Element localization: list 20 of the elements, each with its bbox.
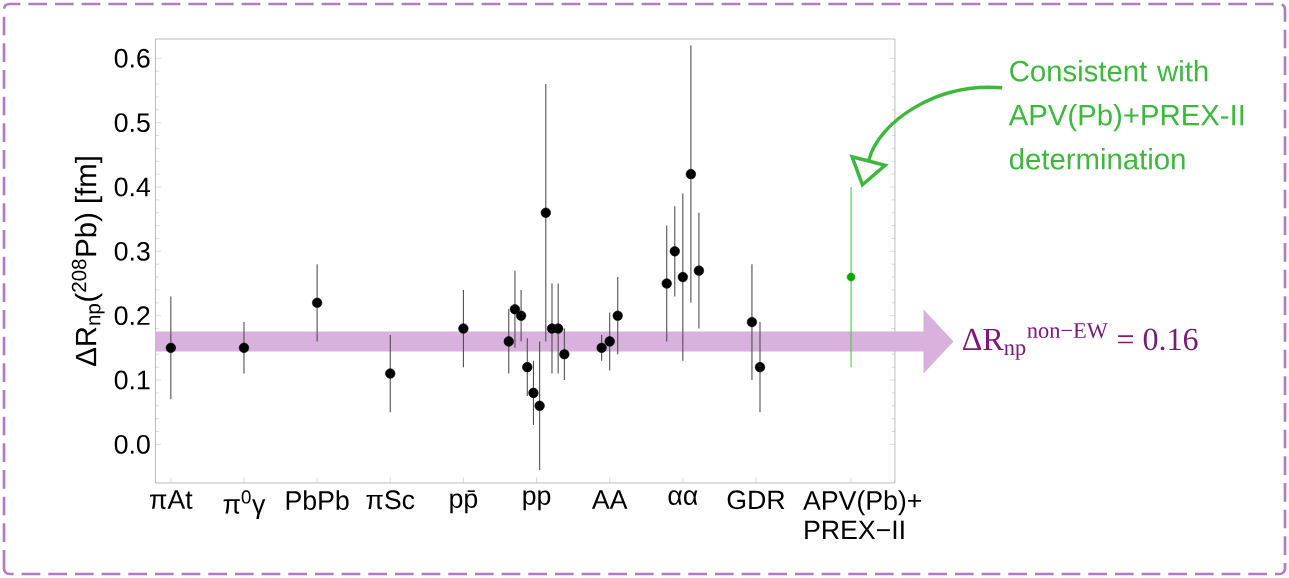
y-tick-label: 0.5 — [114, 113, 150, 133]
x-tick-label: αα — [668, 490, 698, 505]
x-tick-label: AA — [591, 490, 628, 509]
x-tick-label: πAt — [150, 490, 193, 509]
x-tick-label: APV(Pb)+ PREX−II — [803, 490, 922, 540]
y-tick-label: 0.6 — [114, 48, 150, 68]
y-tick-label: 0.4 — [114, 177, 150, 197]
y-tick-label: 0.1 — [114, 370, 150, 390]
x-tick-label: pp — [523, 490, 551, 511]
x-tick-label: PbPb — [286, 490, 349, 510]
x-tick-label: pp̄ — [450, 490, 478, 514]
y-tick-label: 0.3 — [114, 241, 150, 261]
ref-line-label: ΔR$_{np}$$^{non−EW}$ = 0.16 — [963, 323, 1198, 360]
y-axis-title: ΔR$_{np}$($^{208}$Pb) [fm] — [71, 157, 105, 366]
x-tick-label: πSc — [366, 490, 415, 510]
y-tick-label: 0.2 — [114, 306, 150, 326]
x-tick-label: π$^{0}$γ — [223, 490, 266, 519]
x-tick-label: GDR — [727, 490, 785, 510]
text: Consistent with APV(Pb)+PREX-II determination — [1008, 60, 1244, 170]
y-tick-label: 0.0 — [114, 434, 150, 454]
